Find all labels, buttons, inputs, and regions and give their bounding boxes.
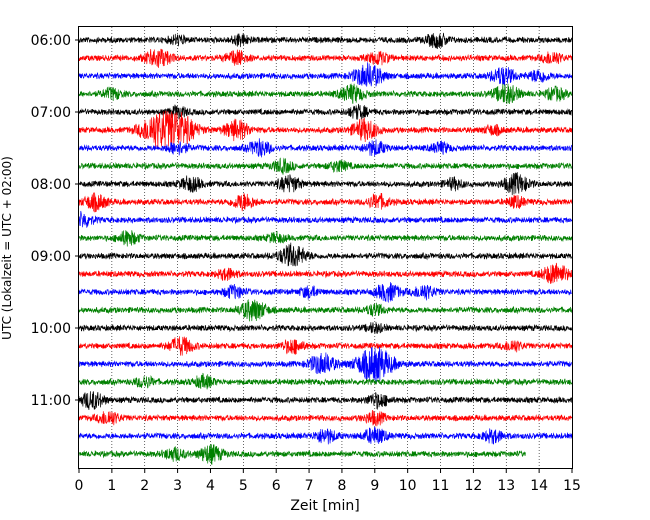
x-tick-label: 1 [107, 478, 116, 494]
x-tick-label: 9 [370, 478, 379, 494]
x-tick-label: 14 [530, 478, 548, 494]
x-axis-label: Zeit [min] [290, 498, 359, 514]
y-axis-label: UTC (Lokalzeit = UTC + 02:00) [0, 156, 14, 340]
y-tick-label: 09:00 [31, 249, 71, 265]
trace-0600 [78, 32, 573, 50]
trace-1000 [78, 321, 573, 335]
trace-0845 [78, 230, 573, 247]
trace-0930 [78, 282, 573, 304]
trace-0715 [78, 110, 573, 150]
trace-0700 [78, 103, 573, 120]
trace-0900 [78, 242, 572, 267]
trace-0730 [78, 138, 573, 158]
x-tick-label: 6 [272, 478, 281, 494]
y-tick-label: 11:00 [31, 393, 71, 409]
y-tick-label: 06:00 [31, 33, 71, 49]
trace-0800 [78, 172, 573, 196]
trace-0945 [78, 298, 573, 322]
x-tick-label: 5 [239, 478, 248, 494]
trace-1115 [78, 409, 573, 427]
x-tick-label: 7 [305, 478, 314, 494]
trace-1100 [78, 391, 573, 411]
x-tick-label: 15 [563, 478, 581, 494]
y-tick-label: 08:00 [31, 177, 71, 193]
trace-1130 [78, 426, 573, 445]
x-tick-label: 2 [140, 478, 149, 494]
x-tick-label: 4 [206, 478, 215, 494]
trace-1145 [78, 444, 526, 465]
x-tick-label: 0 [75, 478, 84, 494]
trace-1015 [78, 336, 573, 356]
x-axis-ticks: 0 1 2 3 4 5 6 7 8 9 10 11 12 13 14 15 [75, 469, 581, 494]
x-tick-label: 3 [173, 478, 182, 494]
trace-0915 [78, 262, 573, 284]
plot-frame [78, 26, 573, 469]
x-tick-label: 12 [464, 478, 482, 494]
x-tick-label: 8 [337, 478, 346, 494]
trace-0615 [78, 48, 573, 68]
x-tick-label: 11 [432, 478, 450, 494]
x-tick-label: 13 [497, 478, 515, 494]
trace-0815 [78, 192, 573, 213]
seismic-traces [78, 32, 573, 465]
y-axis-ticks: 06:00 07:00 08:00 09:00 10:00 11:00 [31, 33, 79, 409]
y-tick-label: 10:00 [31, 321, 71, 337]
trace-0830 [78, 210, 573, 228]
trace-1030 [78, 347, 573, 383]
trace-1045 [78, 372, 573, 390]
x-tick-label: 10 [399, 478, 417, 494]
trace-0630 [78, 62, 573, 87]
y-tick-label: 07:00 [31, 105, 71, 121]
trace-0645 [78, 83, 573, 104]
trace-0745 [78, 157, 573, 175]
